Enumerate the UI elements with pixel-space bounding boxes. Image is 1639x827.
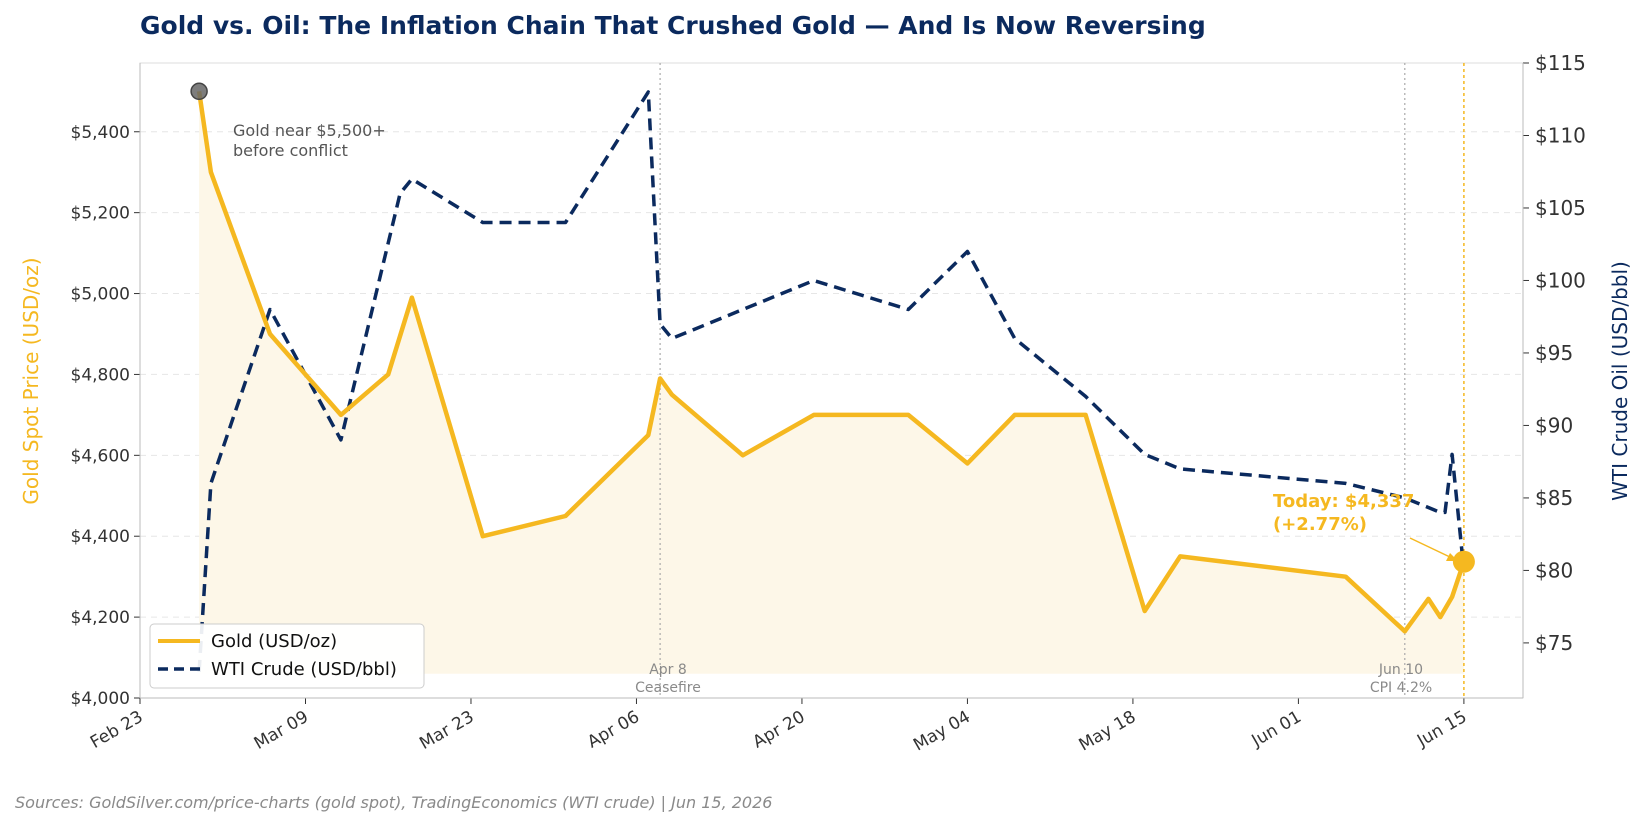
event-label-cpi-text: CPI 4.2% bbox=[1370, 680, 1432, 696]
y-left-tick-label: $4,800 bbox=[71, 365, 130, 385]
y-right-tick-label: $100 bbox=[1535, 268, 1586, 292]
x-tick-label: Jun 15 bbox=[1413, 707, 1470, 752]
gold-area-fill bbox=[199, 91, 1464, 674]
start-note-line-2: before conflict bbox=[233, 141, 348, 160]
marker-layer bbox=[190, 82, 1475, 573]
y-left-tick-label: $5,000 bbox=[71, 285, 130, 305]
x-tick-label: May 18 bbox=[1076, 707, 1140, 755]
event-label-ceasefire-date: Apr 8 bbox=[649, 662, 687, 678]
x-tick-label: May 04 bbox=[910, 707, 974, 755]
x-tick-label: Apr 06 bbox=[584, 707, 643, 753]
today-label-change: (+2.77%) bbox=[1273, 514, 1367, 535]
y-right-tick-label: $80 bbox=[1535, 558, 1573, 582]
y-axis-left-label: Gold Spot Price (USD/oz) bbox=[19, 257, 43, 504]
y-right-tick-label: $110 bbox=[1535, 123, 1586, 147]
chart-title: Gold vs. Oil: The Inflation Chain That C… bbox=[140, 11, 1206, 40]
y-right-tick-label: $75 bbox=[1535, 631, 1573, 655]
y-left-tick-label: $4,000 bbox=[71, 689, 130, 709]
y-right-tick-label: $105 bbox=[1535, 196, 1586, 220]
x-tick-label: Feb 23 bbox=[87, 707, 146, 753]
today-arrowhead bbox=[1446, 553, 1458, 561]
event-label-cpi-date: Jun 10 bbox=[1378, 662, 1423, 678]
start-marker bbox=[190, 82, 208, 101]
x-tick-label: Mar 23 bbox=[416, 707, 477, 754]
y-left-tick-label: $5,400 bbox=[71, 123, 130, 143]
today-arrow bbox=[1409, 537, 1453, 559]
x-tick-label: Apr 20 bbox=[750, 707, 809, 753]
y-left-tick-label: $4,600 bbox=[71, 446, 130, 466]
start-note-line-1: Gold near $5,500+ bbox=[233, 121, 386, 140]
y-left-tick-label: $5,200 bbox=[71, 204, 130, 224]
legend-gold-label: Gold (USD/oz) bbox=[211, 631, 337, 652]
x-tick-label: Mar 09 bbox=[251, 707, 312, 754]
legend: Gold (USD/oz) WTI Crude (USD/bbl) bbox=[149, 623, 425, 689]
legend-box bbox=[149, 623, 425, 689]
y-right-tick-label: $85 bbox=[1535, 486, 1573, 510]
event-label-ceasefire-text: Ceasefire bbox=[635, 680, 701, 696]
y-axis-right-label: WTI Crude Oil (USD/bbl) bbox=[1608, 261, 1632, 501]
y-right-tick-label: $90 bbox=[1535, 413, 1573, 437]
today-marker bbox=[1452, 550, 1475, 573]
x-tick-label: Jun 01 bbox=[1248, 707, 1305, 752]
y-left-tick-label: $4,200 bbox=[71, 608, 130, 628]
today-label-price: Today: $4,337 bbox=[1273, 491, 1414, 512]
y-right-tick-label: $95 bbox=[1535, 341, 1573, 365]
series-layer bbox=[196, 90, 1467, 673]
y-left-tick-label: $4,400 bbox=[71, 527, 130, 547]
source-footer: Sources: GoldSilver.com/price-charts (go… bbox=[15, 793, 772, 812]
series-line-gold bbox=[196, 90, 1467, 634]
legend-oil-label: WTI Crude (USD/bbl) bbox=[211, 659, 397, 680]
gold-fill-path bbox=[199, 91, 1464, 674]
y-right-tick-label: $115 bbox=[1535, 51, 1586, 75]
event-lines bbox=[659, 63, 1465, 698]
